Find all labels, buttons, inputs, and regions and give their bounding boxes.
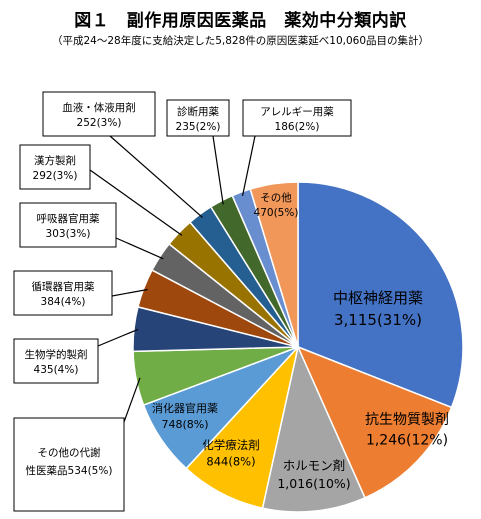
leader-line-8 — [115, 237, 164, 260]
label-box-12 — [242, 99, 352, 137]
label-name-9: 漢方製剤 — [34, 154, 76, 167]
label-box-8 — [19, 202, 117, 248]
label-name-5: その他の代謝 — [38, 446, 101, 459]
slice-value-1: 1,246(12%) — [366, 432, 448, 448]
label-box-10 — [42, 91, 156, 137]
slice-name-2: ホルモン剤 — [283, 458, 346, 473]
slice-value-2: 1,016(10%) — [277, 476, 350, 491]
label-box-6 — [13, 338, 99, 384]
pie-slice-13 — [249, 181, 299, 348]
label-box-11 — [166, 99, 230, 137]
label-value-11: 235(2%) — [176, 121, 221, 133]
leader-line-9 — [89, 169, 183, 236]
slice-name-4: 消化器官用薬 — [152, 401, 218, 415]
label-box-5 — [13, 417, 125, 512]
leader-line-11 — [212, 135, 224, 205]
label-name-10: 血液・体液用剤 — [62, 101, 136, 114]
chart-title: 図１ 副作用原因医薬品 薬効中分類内訳 — [74, 11, 407, 31]
slice-value-13: 470(5%) — [254, 207, 299, 219]
slice-value-0: 3,115(31%) — [334, 311, 422, 329]
slice-name-1: 抗生物質製剤 — [365, 412, 449, 428]
label-name-7: 循環器官用薬 — [32, 280, 95, 293]
slice-name-0: 中枢神経用薬 — [333, 289, 423, 307]
slice-value-3: 844(8%) — [206, 455, 255, 469]
label-name-8: 呼吸器官用薬 — [37, 212, 100, 225]
label-value-6: 435(4%) — [34, 364, 79, 376]
label-value-8: 303(3%) — [46, 228, 91, 240]
pie-slice-2 — [261, 344, 366, 513]
pie-slice-0 — [297, 181, 464, 409]
slice-name-13: その他 — [260, 191, 292, 204]
label-value-9: 292(3%) — [33, 170, 78, 182]
leader-line-5 — [123, 377, 141, 423]
label-value-7: 384(4%) — [41, 296, 86, 308]
label-value-5: 性医薬品534(5%) — [26, 464, 113, 477]
label-box-7 — [13, 270, 113, 316]
label-name-12: アレルギー用薬 — [260, 106, 334, 118]
leader-line-10 — [109, 135, 203, 218]
slice-value-4: 748(8%) — [161, 418, 208, 431]
leader-line-12 — [241, 135, 256, 196]
leader-line-7 — [111, 288, 148, 297]
slice-name-3: 化学療法剤 — [202, 438, 260, 452]
leader-line-6 — [97, 328, 139, 347]
label-value-10: 252(3%) — [77, 117, 122, 129]
label-name-6: 生物学的製剤 — [25, 348, 88, 361]
pie-slice-3 — [185, 344, 300, 510]
label-value-12: 186(2%) — [275, 121, 320, 133]
label-box-9 — [19, 144, 91, 190]
chart-subtitle: （平成24～28年度に支給決定した5,828件の原因医薬延べ10,060品目の集… — [51, 35, 430, 47]
pie-slice-1 — [296, 345, 453, 499]
label-name-11: 診断用薬 — [177, 105, 219, 118]
